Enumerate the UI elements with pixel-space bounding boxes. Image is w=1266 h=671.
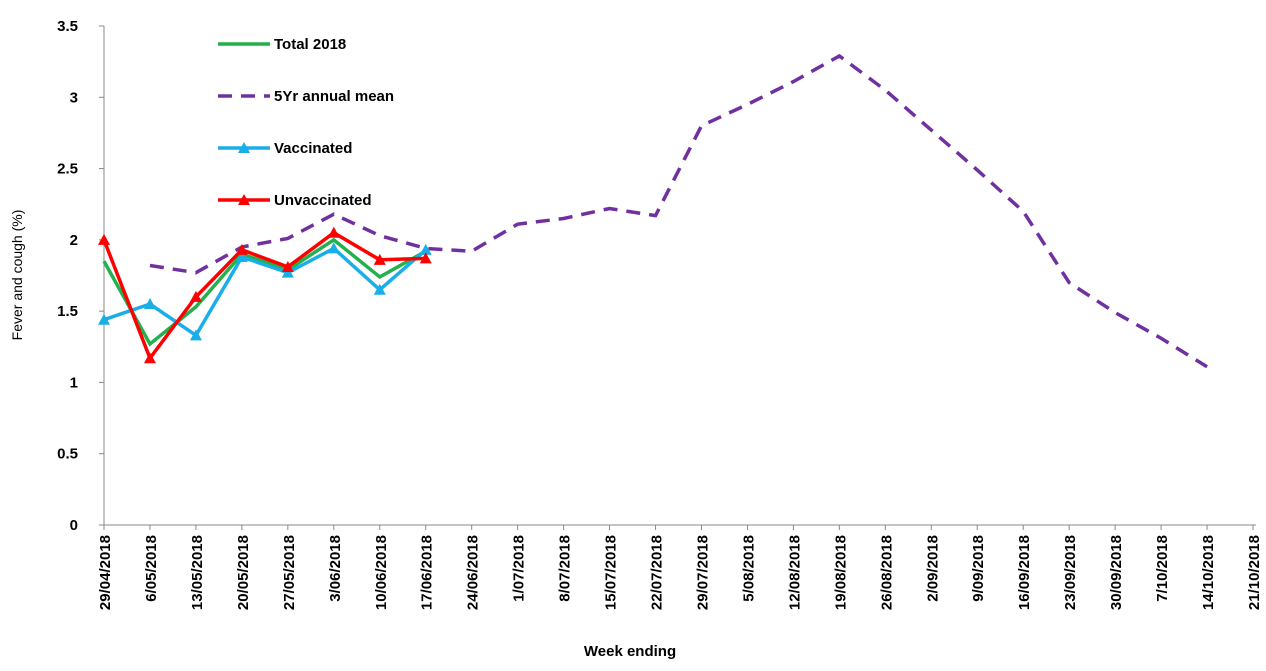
x-tick-label: 7/10/2018 (1154, 535, 1171, 602)
series-line (103, 246, 427, 338)
y-tick-label: 1 (70, 374, 78, 391)
x-tick-label: 12/08/2018 (786, 535, 803, 610)
x-tick-label: 22/07/2018 (649, 535, 666, 610)
x-tick-label: 16/09/2018 (1016, 535, 1033, 610)
y-tick-label: 0 (70, 517, 78, 534)
x-axis-label: Week ending (584, 643, 676, 660)
point-marker (143, 298, 156, 310)
point-marker (98, 233, 110, 245)
series-line (102, 230, 426, 362)
series-line (102, 237, 427, 347)
x-tick-label: 1/07/2018 (511, 535, 528, 602)
legend-label: 5Yr annual mean (274, 88, 394, 105)
point-marker (373, 283, 386, 295)
x-tick-label: 17/06/2018 (419, 535, 436, 610)
x-tick-label: 24/06/2018 (465, 535, 482, 610)
x-tick-label: 13/05/2018 (189, 535, 206, 610)
y-tick-label: 3.5 (57, 18, 78, 35)
x-tick-label: 29/07/2018 (694, 535, 711, 610)
x-tick-label: 8/07/2018 (557, 535, 574, 602)
y-tick-label: 2.5 (57, 161, 78, 178)
x-tick-label: 21/10/2018 (1246, 535, 1263, 610)
legend-label: Unvaccinated (274, 192, 372, 209)
x-tick-label: 29/04/2018 (97, 535, 114, 610)
y-tick-label: 2 (70, 232, 78, 249)
point-marker (235, 250, 248, 262)
point-marker (143, 352, 156, 364)
legend-label: Vaccinated (274, 140, 352, 157)
y-axis-label: Fever and cough (%) (9, 210, 25, 341)
point-marker (281, 266, 294, 278)
x-tick-label: 20/05/2018 (235, 535, 252, 610)
point-marker (419, 252, 432, 264)
x-tick-label: 15/07/2018 (603, 535, 620, 610)
point-marker (327, 226, 340, 238)
legend-label: Total 2018 (274, 36, 346, 53)
point-marker (189, 329, 202, 341)
x-tick-label: 5/08/2018 (740, 535, 757, 602)
x-tick-label: 14/10/2018 (1200, 535, 1217, 610)
series-line (149, 53, 1208, 369)
point-marker (373, 253, 386, 265)
point-marker (419, 243, 432, 255)
x-tick-label: 30/09/2018 (1108, 535, 1125, 610)
x-tick-label: 9/09/2018 (970, 535, 987, 602)
y-tick-label: 3 (70, 89, 78, 106)
x-tick-label: 3/06/2018 (327, 535, 344, 602)
x-tick-label: 27/05/2018 (281, 535, 298, 610)
x-tick-label: 2/09/2018 (924, 535, 941, 602)
x-tick-label: 26/08/2018 (878, 535, 895, 610)
x-tick-label: 6/05/2018 (143, 535, 160, 602)
point-marker (235, 243, 248, 255)
point-marker (189, 290, 202, 302)
y-tick-label: 0.5 (57, 446, 78, 463)
point-marker (327, 242, 340, 254)
x-tick-label: 19/08/2018 (832, 535, 849, 610)
legend-marker (238, 194, 250, 205)
legend-marker (238, 142, 250, 153)
point-marker (98, 313, 110, 325)
point-marker (281, 260, 294, 272)
y-tick-label: 1.5 (57, 303, 78, 320)
x-tick-label: 10/06/2018 (373, 535, 390, 610)
x-tick-label: 23/09/2018 (1062, 535, 1079, 610)
